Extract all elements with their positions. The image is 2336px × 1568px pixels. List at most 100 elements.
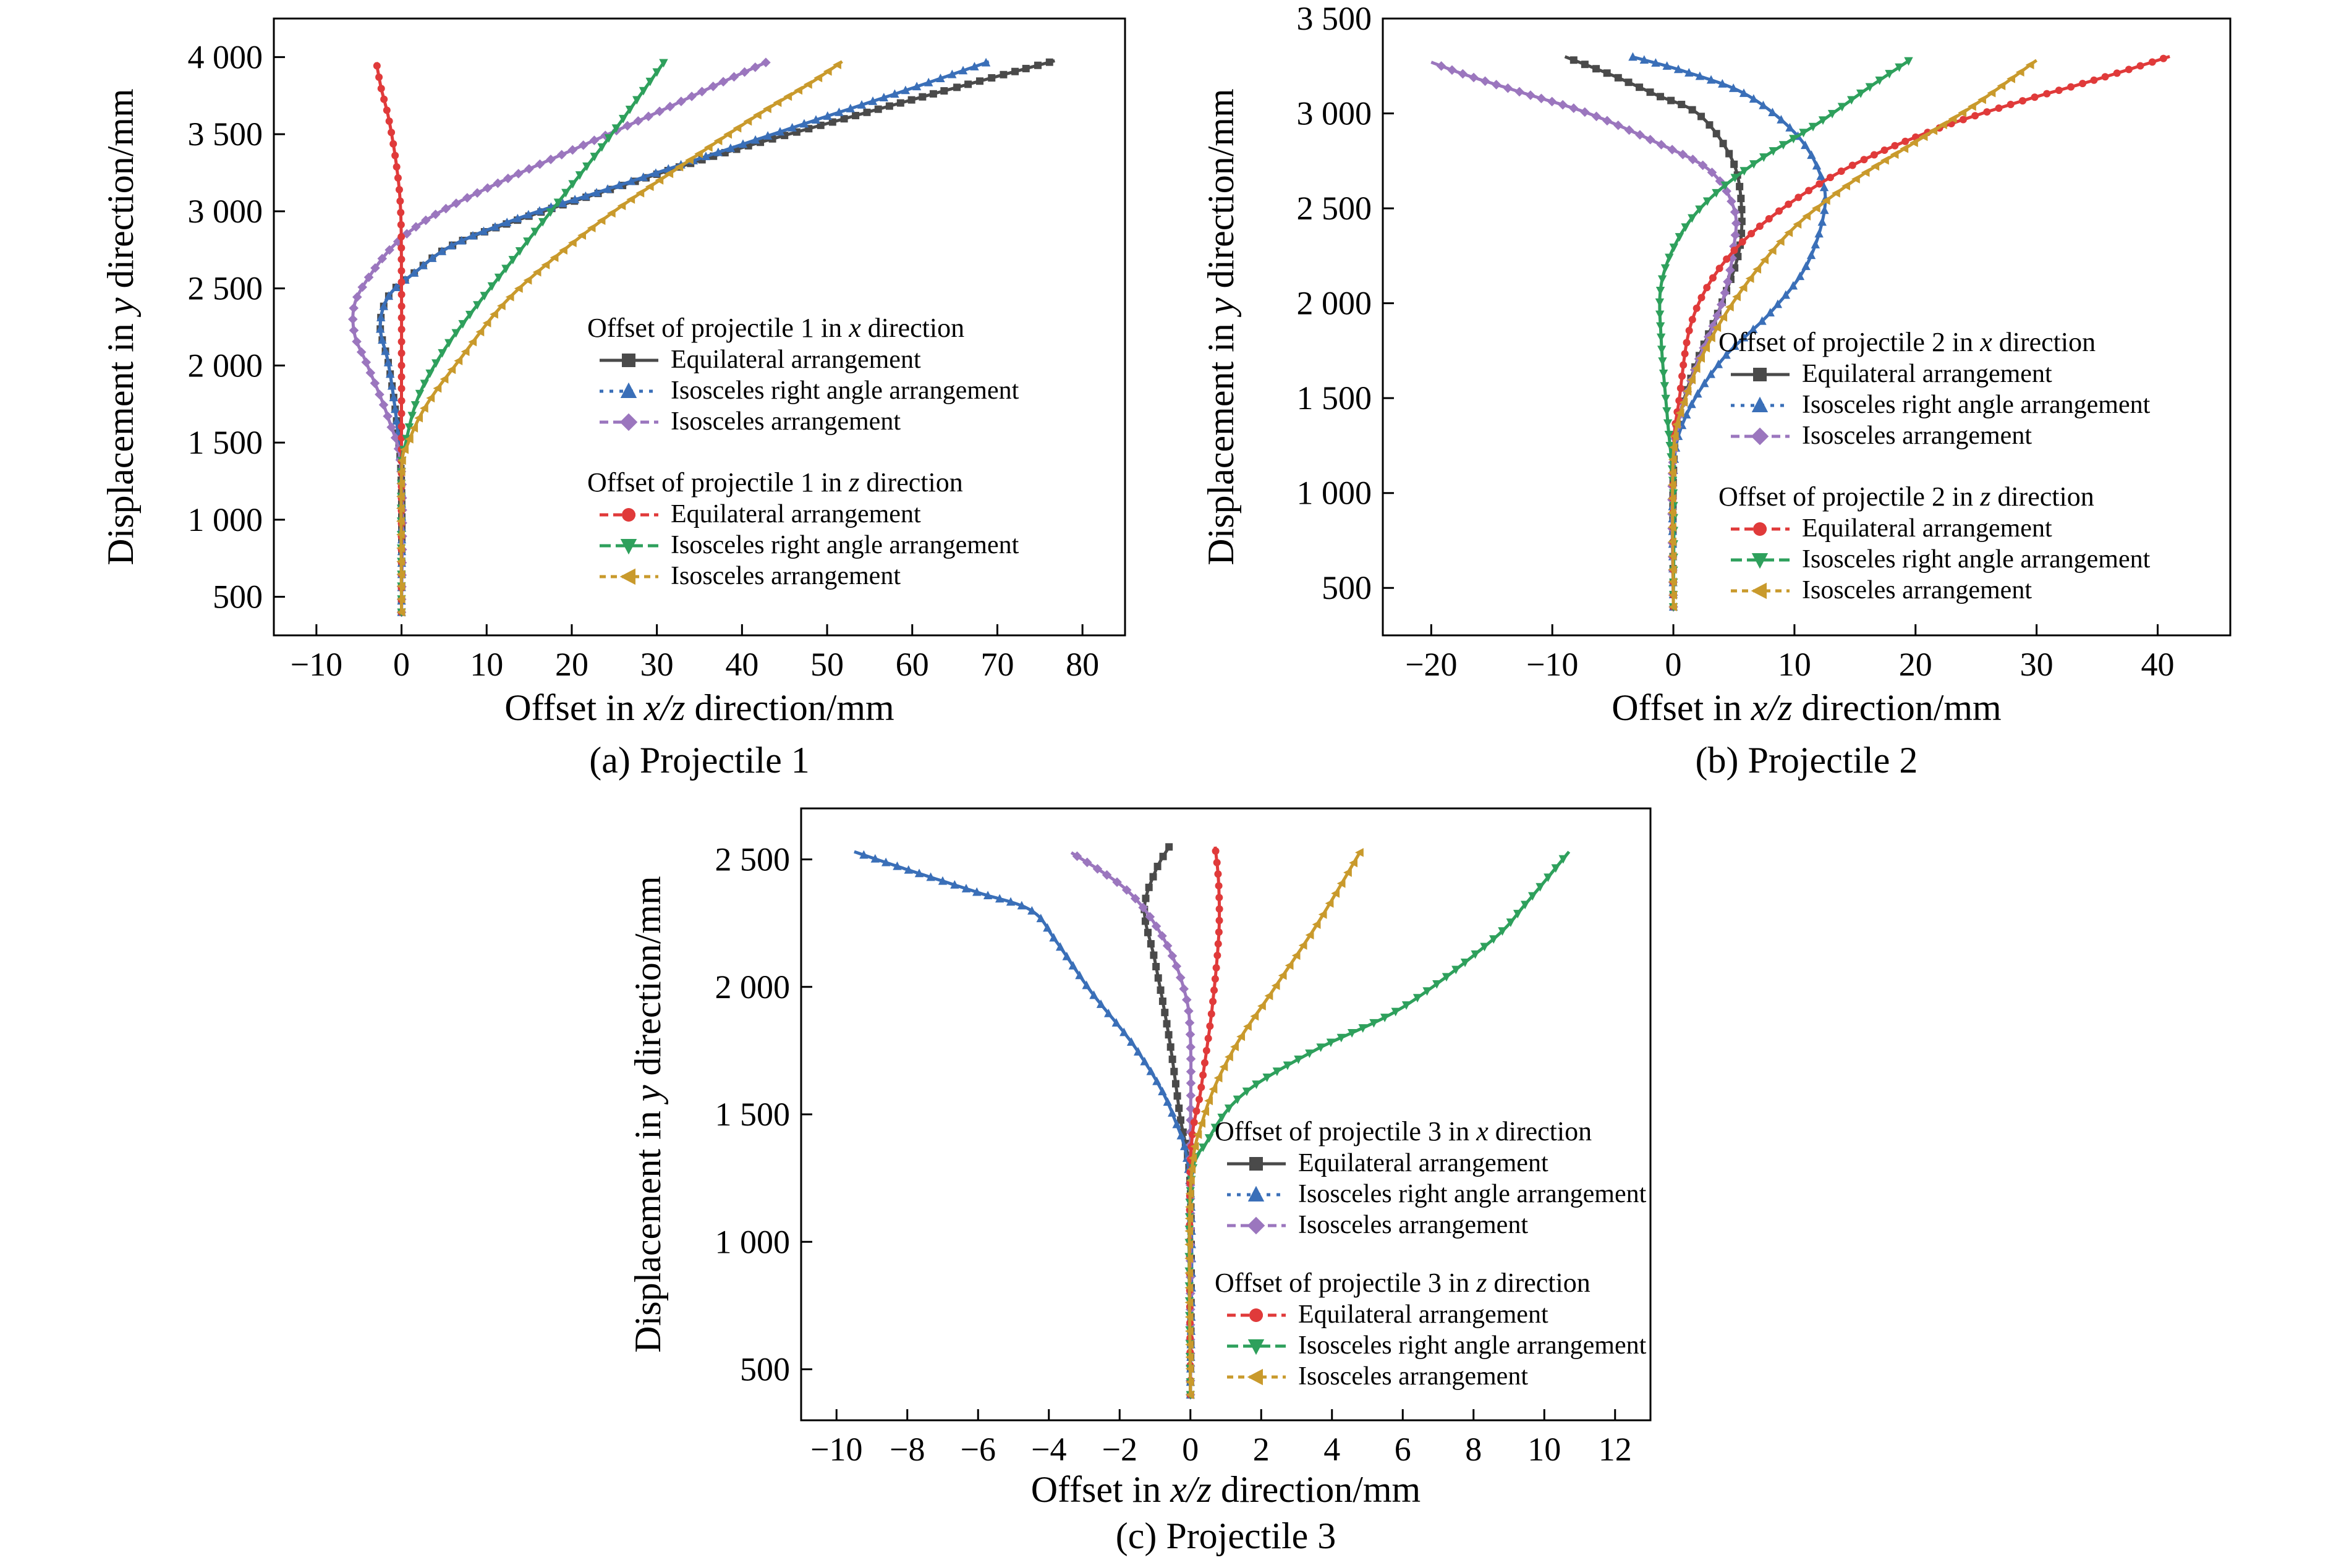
data-point <box>1655 287 1665 295</box>
data-point <box>1745 274 1754 283</box>
data-point <box>2159 54 2167 62</box>
series-line <box>854 850 1194 1395</box>
data-point <box>1736 182 1744 190</box>
data-point <box>1062 951 1071 960</box>
data-point <box>393 163 401 171</box>
data-point <box>582 162 592 171</box>
data-point <box>378 400 389 410</box>
data-point <box>1217 1113 1226 1122</box>
x-tick-label: 0 <box>1182 1431 1199 1468</box>
x-axis-label: Offset in x/z direction/mm <box>1612 687 2001 728</box>
data-point <box>1112 877 1122 888</box>
data-point <box>1645 135 1655 145</box>
data-point <box>391 282 401 292</box>
data-point <box>1669 443 1678 452</box>
data-point <box>859 850 869 859</box>
data-point <box>1697 160 1708 171</box>
data-point <box>1197 1083 1205 1091</box>
data-point <box>1158 997 1166 1005</box>
data-point <box>970 62 979 70</box>
data-point <box>1667 145 1677 155</box>
data-point <box>1725 150 1733 158</box>
data-point <box>524 210 533 219</box>
data-point <box>451 198 461 208</box>
data-point <box>1142 894 1150 902</box>
data-point <box>799 119 809 128</box>
data-point <box>1687 375 1696 384</box>
data-point <box>753 110 762 120</box>
data-point <box>1089 990 1098 999</box>
data-point <box>1703 332 1714 342</box>
data-point <box>513 213 522 222</box>
data-point <box>482 183 493 193</box>
data-point <box>597 216 606 226</box>
data-point <box>396 557 406 566</box>
data-point <box>1185 1377 1194 1387</box>
data-point <box>1904 57 1913 66</box>
x-tick-label: 40 <box>725 646 758 683</box>
data-point <box>726 143 736 152</box>
data-point <box>1703 284 1711 292</box>
legend-entry-label: Equilateral arrangement <box>1298 1149 1548 1177</box>
data-point <box>1185 1326 1194 1336</box>
data-point <box>713 147 723 156</box>
data-point <box>444 339 454 348</box>
data-point <box>1068 960 1078 970</box>
legend-entry-label: Isosceles arrangement <box>1298 1211 1528 1239</box>
data-point <box>2148 58 2156 66</box>
data-point <box>1832 189 1840 198</box>
legend-group-heading: Offset of projectile 2 in x direction <box>1718 327 2096 357</box>
data-point <box>397 326 406 334</box>
chart-panel-3: −10 −8 −6 −4 −2 0 2 4 6 8 10 12 500 1 000 1 500 2 000 2 … <box>627 807 1652 1556</box>
data-point <box>1841 181 1850 191</box>
data-point <box>828 118 836 126</box>
data-point <box>1214 940 1222 948</box>
data-point <box>1987 88 1996 98</box>
data-point <box>1141 917 1149 925</box>
data-point <box>1785 200 1793 208</box>
data-point <box>1655 322 1665 331</box>
data-point <box>1592 65 1600 73</box>
data-point <box>833 60 841 69</box>
data-point <box>373 62 381 70</box>
data-point <box>687 91 697 101</box>
data-point <box>1358 1024 1367 1033</box>
data-point <box>1687 399 1696 409</box>
data-point <box>1184 1312 1194 1322</box>
data-point <box>863 108 871 116</box>
data-point <box>1215 928 1223 936</box>
data-point <box>530 227 540 237</box>
data-point <box>1602 116 1612 126</box>
data-point <box>370 378 380 388</box>
y-tick-label: 4 000 <box>188 38 263 75</box>
data-point <box>482 318 491 328</box>
data-point <box>515 247 525 256</box>
x-tick-label: 70 <box>980 646 1014 683</box>
data-point <box>1262 1074 1272 1082</box>
data-point <box>396 504 405 513</box>
data-point <box>357 282 367 292</box>
data-point <box>1662 407 1671 416</box>
data-point <box>664 164 673 173</box>
data-point <box>1730 160 1738 168</box>
data-point <box>1209 998 1217 1006</box>
data-point <box>1528 892 1537 901</box>
data-point <box>626 195 635 204</box>
legend-group-heading: Offset of projectile 1 in z direction <box>587 467 963 498</box>
data-point <box>1738 283 1748 292</box>
data-point <box>589 135 600 145</box>
data-point <box>541 260 550 269</box>
data-point <box>461 347 470 357</box>
data-point <box>1695 71 1705 80</box>
data-point <box>1186 1078 1196 1088</box>
data-point <box>2031 93 2039 101</box>
data-point <box>1875 76 1884 85</box>
data-point <box>1971 112 1979 120</box>
x-axis-label: Offset in x/z direction/mm <box>504 687 894 728</box>
data-point <box>1184 1226 1194 1235</box>
data-point <box>385 369 395 378</box>
data-point <box>1697 112 1705 121</box>
data-point <box>1861 167 1870 177</box>
data-point <box>655 176 664 185</box>
data-point <box>514 284 523 293</box>
